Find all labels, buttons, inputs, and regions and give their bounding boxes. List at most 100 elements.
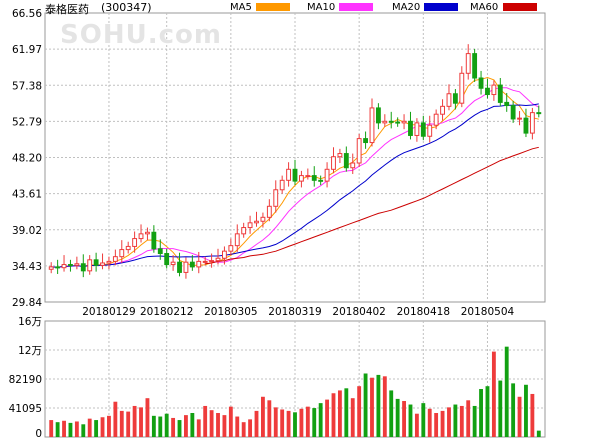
volume-bar xyxy=(402,401,406,437)
volume-bar xyxy=(190,413,195,437)
volume-bar xyxy=(453,404,458,437)
legend-ma60-swatch xyxy=(503,3,537,11)
candle-body xyxy=(286,168,292,181)
candle-body xyxy=(536,112,542,115)
candle-body xyxy=(433,113,439,126)
volume-bar xyxy=(414,413,419,437)
candle-body xyxy=(420,122,426,137)
volume-bar xyxy=(524,384,528,437)
volume-bar xyxy=(273,407,278,437)
volume-bar xyxy=(267,400,272,437)
candle-body xyxy=(189,261,195,268)
volume-bar xyxy=(241,422,246,437)
volume-bar xyxy=(421,403,426,437)
volume-bar xyxy=(81,424,86,437)
volume-tick-label: 16万 xyxy=(18,316,42,328)
volume-bar xyxy=(530,393,535,437)
volume-bar xyxy=(472,405,477,437)
volume-bar xyxy=(222,415,227,437)
ma60-line xyxy=(205,146,539,265)
volume-bar xyxy=(479,389,483,437)
legend-ma20-swatch xyxy=(424,3,458,11)
candle-body xyxy=(209,260,215,263)
candlestick-layer xyxy=(48,44,542,279)
volume-bar xyxy=(68,422,73,437)
volume-bar xyxy=(248,419,253,437)
candle-body xyxy=(292,168,298,182)
candle-body xyxy=(382,120,388,124)
volume-bar xyxy=(113,401,118,437)
candle-body xyxy=(170,261,176,266)
date-tick-label: 20180129 xyxy=(82,306,135,318)
candle-body xyxy=(427,124,433,137)
volume-bar xyxy=(447,407,451,437)
volume-bar xyxy=(100,417,105,437)
candle-body xyxy=(125,245,131,251)
ma20-line xyxy=(51,103,539,268)
volume-bar xyxy=(87,418,92,437)
candle-body xyxy=(318,179,324,182)
candle-body xyxy=(61,264,67,269)
candle-body xyxy=(68,264,73,267)
candle-body xyxy=(491,84,497,96)
volume-bar xyxy=(132,405,137,437)
candle-body xyxy=(485,87,490,96)
watermark: SOHU.com xyxy=(60,20,222,50)
date-tick-label: 20180305 xyxy=(204,306,257,318)
candle-body xyxy=(260,216,266,222)
volume-bar xyxy=(376,374,381,437)
volume-bar xyxy=(305,406,310,437)
volume-bar xyxy=(196,419,201,437)
volume-bar xyxy=(286,410,291,437)
volume-bar xyxy=(145,398,150,437)
candle-body xyxy=(523,117,529,134)
legend-ma20-label: MA20 xyxy=(392,2,421,13)
volume-tick-label: 12万 xyxy=(18,345,42,357)
volume-bar xyxy=(254,410,259,437)
volume-bar xyxy=(440,410,445,437)
volume-bar xyxy=(504,346,509,437)
volume-bar xyxy=(184,415,188,437)
legend-ma60-label: MA60 xyxy=(470,2,499,13)
candle-body xyxy=(93,259,99,266)
grid-layer xyxy=(44,12,546,438)
candle-body xyxy=(305,175,311,178)
stock-name: 泰格医药 xyxy=(45,3,89,16)
volume-bar xyxy=(395,398,400,437)
candle-body xyxy=(440,105,445,115)
candle-body xyxy=(273,189,279,207)
date-tick-label: 20180418 xyxy=(397,306,450,318)
volume-bar xyxy=(216,413,220,437)
candle-body xyxy=(279,179,285,191)
candle-body xyxy=(472,53,478,79)
volume-bar xyxy=(126,411,131,437)
volume-bar xyxy=(260,396,265,437)
volume-bar xyxy=(151,415,156,437)
volume-bar xyxy=(312,408,317,437)
candle-body xyxy=(414,122,420,136)
volume-bar xyxy=(139,407,143,437)
candle-body xyxy=(164,253,170,266)
volume-bar xyxy=(370,377,374,437)
candle-body xyxy=(356,138,362,164)
volume-bar xyxy=(434,413,439,437)
candle-body xyxy=(55,266,61,269)
volume-bar xyxy=(517,396,522,437)
volume-bar xyxy=(382,376,387,437)
candle-body xyxy=(465,53,471,74)
volume-bar xyxy=(350,398,355,437)
volume-bar xyxy=(62,420,66,437)
candle-body xyxy=(497,84,503,103)
volume-bar xyxy=(459,405,464,437)
candle-body xyxy=(234,233,240,247)
candle-body xyxy=(112,256,118,262)
date-tick-label: 20180212 xyxy=(140,306,193,318)
volume-bar xyxy=(344,388,349,437)
candle-body xyxy=(183,261,189,273)
candle-body xyxy=(74,263,80,266)
volume-tick-label: 41095 xyxy=(9,403,42,415)
volume-bar xyxy=(55,422,60,437)
volume-tick-label: 0 xyxy=(35,428,42,440)
candle-body xyxy=(324,168,330,182)
